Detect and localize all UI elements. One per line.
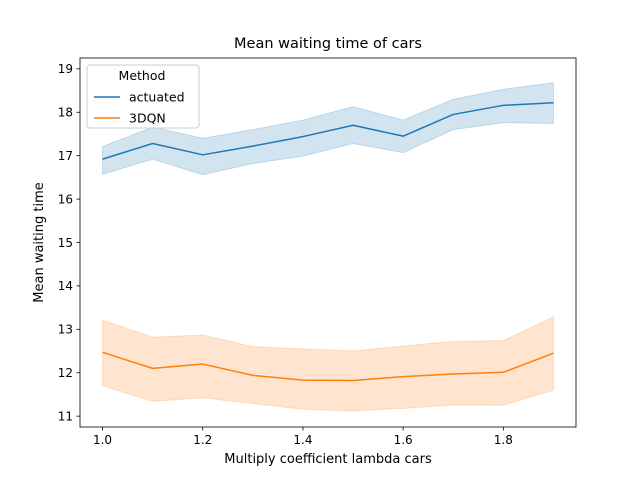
chart-title: Mean waiting time of cars [234,36,422,52]
y-axis-ticks: 11 12 13 14 15 16 17 18 19 [58,62,80,423]
y-tick-label: 14 [58,279,73,293]
series-line-actuated [102,101,554,160]
series-line-3dqn [102,351,554,382]
y-tick-label: 19 [58,62,73,76]
x-tick-label: 1.8 [494,433,513,447]
y-tick-label: 17 [58,149,73,163]
legend: Method actuated 3DQN [86,64,200,129]
confidence-band-3dqn [102,315,554,412]
x-axis-title: Multiply coefficient lambda cars [224,452,432,467]
confidence-bands [102,82,554,412]
legend-label-actuated: actuated [129,90,185,105]
legend-title: Method [119,68,166,83]
x-tick-label: 1.4 [293,433,312,447]
legend-label-3dqn: 3DQN [129,111,166,126]
y-tick-label: 16 [58,192,73,206]
y-tick-label: 11 [58,409,73,423]
x-tick-label: 1.0 [93,433,112,447]
y-axis-title: Mean waiting time [32,182,47,302]
x-tick-label: 1.6 [394,433,413,447]
x-tick-label: 1.2 [193,433,212,447]
legend-box [86,64,200,129]
y-tick-label: 15 [58,236,73,250]
series-lines [102,101,554,382]
x-axis-ticks: 1.0 1.2 1.4 1.6 1.8 [93,427,513,447]
y-tick-label: 18 [58,106,73,120]
confidence-band-actuated [102,82,554,176]
y-tick-label: 12 [58,366,73,380]
y-tick-label: 13 [58,323,73,337]
